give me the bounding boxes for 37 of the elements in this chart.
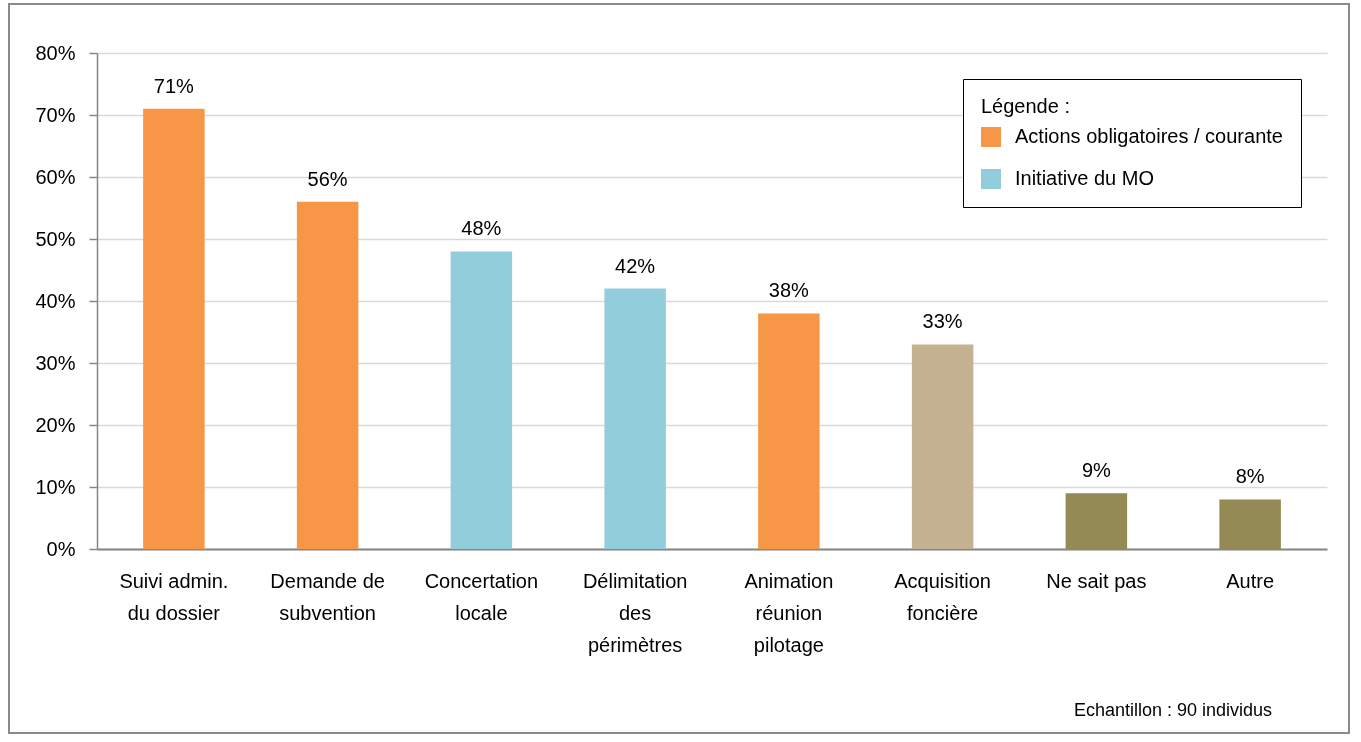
bar: [758, 313, 820, 549]
x-tick-label: Suivi admin. du dossier: [119, 569, 229, 624]
bar: [143, 108, 205, 549]
y-tick-label: 20%: [35, 413, 76, 436]
bar: [1065, 493, 1128, 549]
y-tick-label: 70%: [35, 103, 76, 126]
bar: [1219, 499, 1281, 549]
x-tick-label: Autre: [1226, 569, 1275, 592]
x-tick-label: Acquisition foncière: [894, 569, 991, 624]
y-tick-label: 40%: [35, 289, 76, 312]
data-label: 33%: [922, 310, 963, 333]
y-tick-label: 10%: [35, 475, 76, 498]
x-tick-label: Délimitation des périmètres: [582, 569, 688, 656]
data-label: 48%: [461, 217, 502, 240]
bar: [604, 288, 666, 549]
legend-label: Initiative du MO: [1015, 167, 1154, 189]
data-label: 38%: [768, 279, 810, 302]
data-label: 42%: [615, 254, 656, 277]
x-tick-label: Concertation locale: [424, 569, 539, 624]
y-tick-label: 50%: [35, 227, 76, 250]
data-label: 56%: [307, 167, 348, 190]
x-tick-label: Demande de subvention: [270, 569, 385, 624]
x-tick-label: Ne sait pas: [1046, 569, 1147, 592]
legend-title: Légende :: [981, 95, 1070, 117]
data-label: 8%: [1235, 465, 1265, 488]
bar: [450, 251, 513, 549]
x-tick-label: Animation réunion pilotage: [744, 569, 834, 656]
y-tick-label: 80%: [35, 41, 76, 64]
bar: [911, 344, 974, 549]
y-tick-label: 0%: [46, 537, 76, 560]
text: Echantillon : 90 individus: [1073, 700, 1272, 720]
y-tick-label: 30%: [35, 351, 76, 374]
y-tick-label: 60%: [35, 165, 76, 188]
data-label: 71%: [153, 74, 195, 97]
data-label: 9%: [1081, 459, 1112, 482]
bar: [296, 201, 359, 549]
legend-label: Actions obligatoires / courante: [1015, 125, 1283, 147]
